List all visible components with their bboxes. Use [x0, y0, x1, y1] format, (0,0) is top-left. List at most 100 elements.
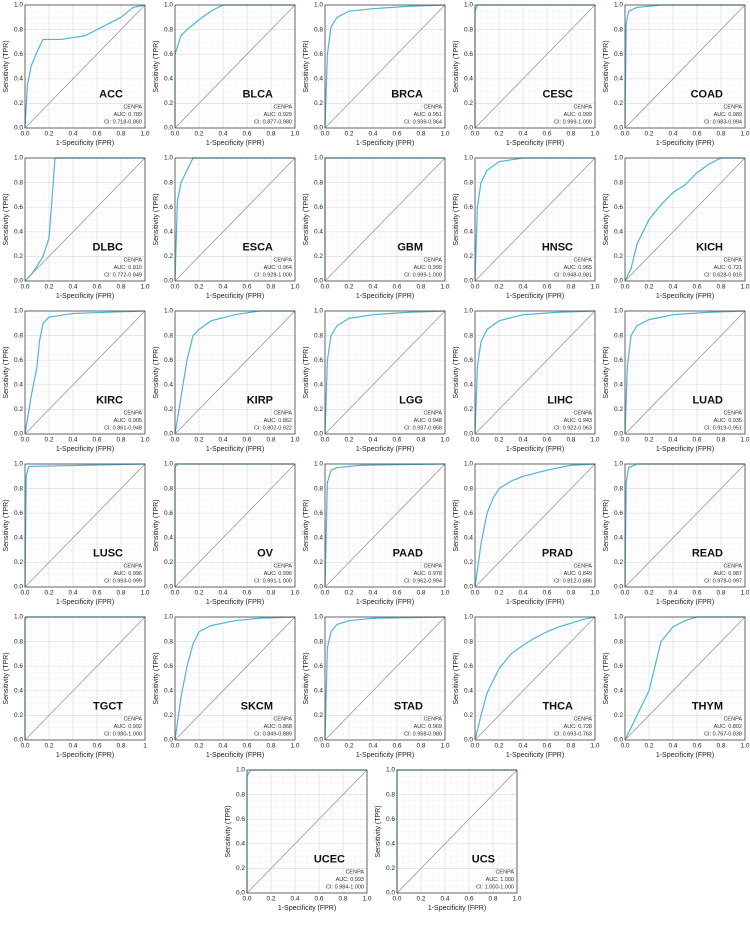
x-tick-label: 1.0: [740, 437, 749, 444]
x-axis-label: 1-Specificity (FPR): [356, 446, 414, 453]
auc-label: AUC: 0.993: [336, 877, 364, 883]
x-tick-label: 0.0: [620, 131, 629, 138]
y-tick-label: 0.6: [314, 663, 323, 670]
x-tick-label: 0.4: [668, 437, 677, 444]
y-axis-label: Sensitivity (TPR): [3, 499, 10, 551]
y-tick-label: 0.8: [464, 638, 473, 645]
y-tick-label: 0.8: [614, 638, 623, 645]
x-tick-label: 0.0: [20, 131, 29, 138]
gene-label: CENPA: [273, 411, 292, 417]
x-tick-label: 1.0: [590, 743, 599, 750]
roc-curve: [174, 616, 296, 741]
y-tick-label: 0.0: [614, 431, 623, 438]
y-tick-label: 0.8: [14, 332, 23, 339]
x-tick-label: 0.0: [470, 437, 479, 444]
x-tick-label: 0.2: [194, 590, 203, 597]
x-tick-label: 0.8: [116, 590, 125, 597]
y-tick-label: 0.2: [14, 559, 23, 566]
y-tick-label: 0.6: [14, 663, 23, 670]
x-tick-label: 0.2: [344, 131, 353, 138]
x-tick-label: 0.2: [194, 743, 203, 750]
y-tick-label: 1.0: [164, 461, 173, 468]
x-tick-label: 0.8: [416, 437, 425, 444]
y-tick-label: 0.4: [314, 382, 323, 389]
x-tick-label: 0.8: [416, 284, 425, 291]
y-tick-label: 0.8: [464, 26, 473, 33]
y-tick-label: 0.8: [464, 179, 473, 186]
y-tick-label: 0.8: [314, 485, 323, 492]
gene-label: CENPA: [423, 717, 442, 723]
roc-panel: 0.0 0.2 0.4 0.6 0.8 1.0 0.0 0.2 0.4 0.6 0.8 1.0 1-Sp…: [3, 461, 150, 606]
auc-label: AUC: 0.810: [114, 265, 142, 271]
x-axis-label: 1-Specificity (FPR): [428, 905, 486, 912]
cancer-name: KICH: [696, 242, 723, 254]
x-axis-label: 1-Specificity (FPR): [656, 446, 714, 453]
reference-diagonal: [474, 157, 596, 282]
x-tick-label: 0.2: [416, 896, 425, 903]
x-tick-label: 0.4: [518, 131, 527, 138]
reference-diagonal: [174, 4, 296, 129]
plot-frame: [624, 157, 746, 282]
x-tick-label: 0.4: [368, 131, 377, 138]
y-tick-label: 0.0: [14, 278, 23, 285]
y-tick-label: 0.0: [14, 431, 23, 438]
y-tick-label: 0.2: [614, 253, 623, 260]
x-tick-label: 0.4: [68, 437, 77, 444]
x-tick-label: 0.6: [92, 590, 101, 597]
ci-label: CI: 0.767-0.838: [704, 731, 742, 737]
cancer-name: ACC: [99, 89, 123, 101]
ci-label: CI: 0.984-1.000: [326, 884, 364, 890]
x-axis-label: 1-Specificity (FPR): [506, 140, 564, 147]
y-axis-label: Sensitivity (TPR): [153, 40, 160, 92]
plot-frame: [396, 769, 518, 894]
ci-label: CI: 0.991-1.000: [254, 578, 292, 584]
x-tick-label: 0.4: [368, 590, 377, 597]
x-tick-label: 0.4: [668, 743, 677, 750]
x-tick-label: 1.0: [440, 743, 449, 750]
y-tick-label: 0.0: [464, 278, 473, 285]
roc-curve: [324, 4, 446, 129]
roc-panel: 0.0 0.2 0.4 0.6 0.8 1.0 0.0 0.2 0.4 0.6 0.8 1.0 1-Sp…: [153, 2, 300, 147]
auc-label: AUC: 0.943: [564, 418, 592, 424]
y-tick-label: 0.0: [164, 125, 173, 132]
auc-label: AUC: 0.969: [414, 724, 442, 730]
x-tick-label: 0.0: [20, 743, 29, 750]
roc-panel: 0.0 0.2 0.4 0.6 0.8 1.0 0.0 0.2 0.4 0.6 0.8 1.0 1-Sp…: [3, 2, 150, 147]
reference-diagonal: [624, 310, 746, 435]
x-tick-label: 0.8: [716, 743, 725, 750]
roc-panel: 0.0 0.2 0.4 0.6 0.8 1.0 0.0 0.2 0.4 0.6 0.8 1.0 1-Sp…: [375, 767, 522, 912]
roc-curve: [24, 463, 146, 588]
gene-label: CENPA: [345, 870, 364, 876]
x-tick-label: 0.2: [194, 131, 203, 138]
cancer-name: KIRC: [96, 395, 123, 407]
y-axis-label: Sensitivity (TPR): [303, 193, 310, 245]
y-tick-label: 0.4: [614, 229, 623, 236]
cancer-name: PRAD: [542, 548, 573, 560]
x-axis-label: 1-Specificity (FPR): [356, 752, 414, 759]
ci-label: CI: 0.937-0.958: [404, 425, 442, 431]
x-tick-label: 1.0: [362, 896, 371, 903]
y-tick-label: 0.2: [314, 406, 323, 413]
roc-curve: [624, 157, 745, 282]
y-tick-label: 1.0: [14, 308, 23, 315]
auc-label: AUC: 0.948: [414, 418, 442, 424]
x-tick-label: 0.4: [518, 590, 527, 597]
y-tick-label: 0.0: [164, 278, 173, 285]
y-tick-label: 1.0: [164, 155, 173, 162]
x-tick-label: 0.8: [566, 284, 575, 291]
x-tick-label: 0.0: [470, 743, 479, 750]
y-tick-label: 0.2: [464, 712, 473, 719]
y-axis-label: Sensitivity (TPR): [225, 805, 232, 857]
y-tick-label: 0.4: [164, 229, 173, 236]
cancer-name: THCA: [542, 701, 573, 713]
x-tick-label: 0.4: [218, 131, 227, 138]
y-tick-label: 0.4: [14, 688, 23, 695]
y-tick-label: 0.2: [464, 100, 473, 107]
plot-frame: [174, 463, 296, 588]
reference-diagonal: [624, 616, 746, 741]
roc-curve: [474, 616, 596, 741]
roc-curve: [474, 463, 596, 588]
x-tick-label: 0.0: [470, 131, 479, 138]
y-tick-label: 0.6: [236, 816, 245, 823]
